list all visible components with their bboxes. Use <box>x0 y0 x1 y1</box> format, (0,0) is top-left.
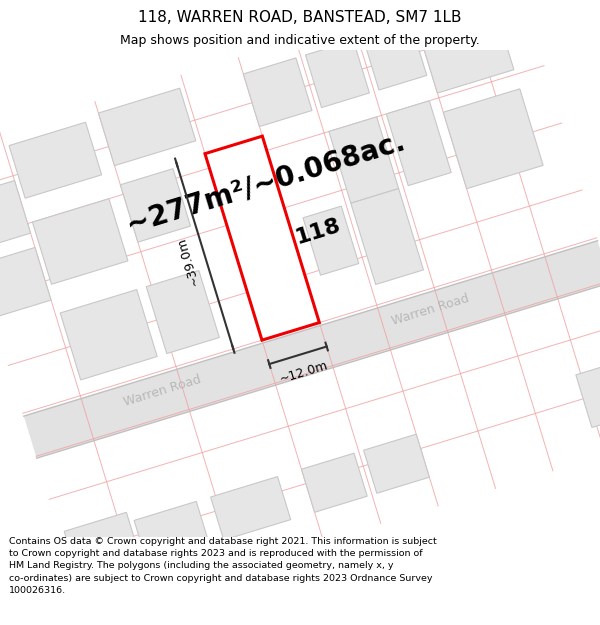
Polygon shape <box>415 0 514 93</box>
Polygon shape <box>305 41 370 107</box>
Polygon shape <box>443 89 543 189</box>
Polygon shape <box>9 122 101 198</box>
Polygon shape <box>0 248 51 316</box>
Polygon shape <box>363 22 427 90</box>
Polygon shape <box>32 199 128 284</box>
Polygon shape <box>0 181 31 249</box>
Polygon shape <box>576 359 600 428</box>
Text: ~12.0m: ~12.0m <box>277 359 329 386</box>
Text: 118: 118 <box>292 215 343 248</box>
Polygon shape <box>134 501 209 564</box>
Polygon shape <box>351 189 424 284</box>
Polygon shape <box>205 136 319 340</box>
Text: Warren Road: Warren Road <box>122 373 203 409</box>
Polygon shape <box>211 477 290 540</box>
Polygon shape <box>64 512 142 584</box>
Polygon shape <box>329 117 398 203</box>
Text: ~277m²/~0.068ac.: ~277m²/~0.068ac. <box>123 126 409 238</box>
Text: ~39.0m: ~39.0m <box>174 235 201 287</box>
Polygon shape <box>60 289 157 380</box>
Text: Contains OS data © Crown copyright and database right 2021. This information is : Contains OS data © Crown copyright and d… <box>9 537 437 595</box>
Text: 118, WARREN ROAD, BANSTEAD, SM7 1LB: 118, WARREN ROAD, BANSTEAD, SM7 1LB <box>138 10 462 25</box>
Polygon shape <box>121 169 191 242</box>
Polygon shape <box>24 241 600 458</box>
Polygon shape <box>244 58 312 127</box>
Polygon shape <box>303 206 359 275</box>
Polygon shape <box>301 453 367 512</box>
Polygon shape <box>364 434 430 493</box>
Polygon shape <box>98 88 196 166</box>
Polygon shape <box>146 271 220 354</box>
Text: Map shows position and indicative extent of the property.: Map shows position and indicative extent… <box>120 34 480 47</box>
Text: Warren Road: Warren Road <box>390 291 471 328</box>
Polygon shape <box>386 101 451 186</box>
